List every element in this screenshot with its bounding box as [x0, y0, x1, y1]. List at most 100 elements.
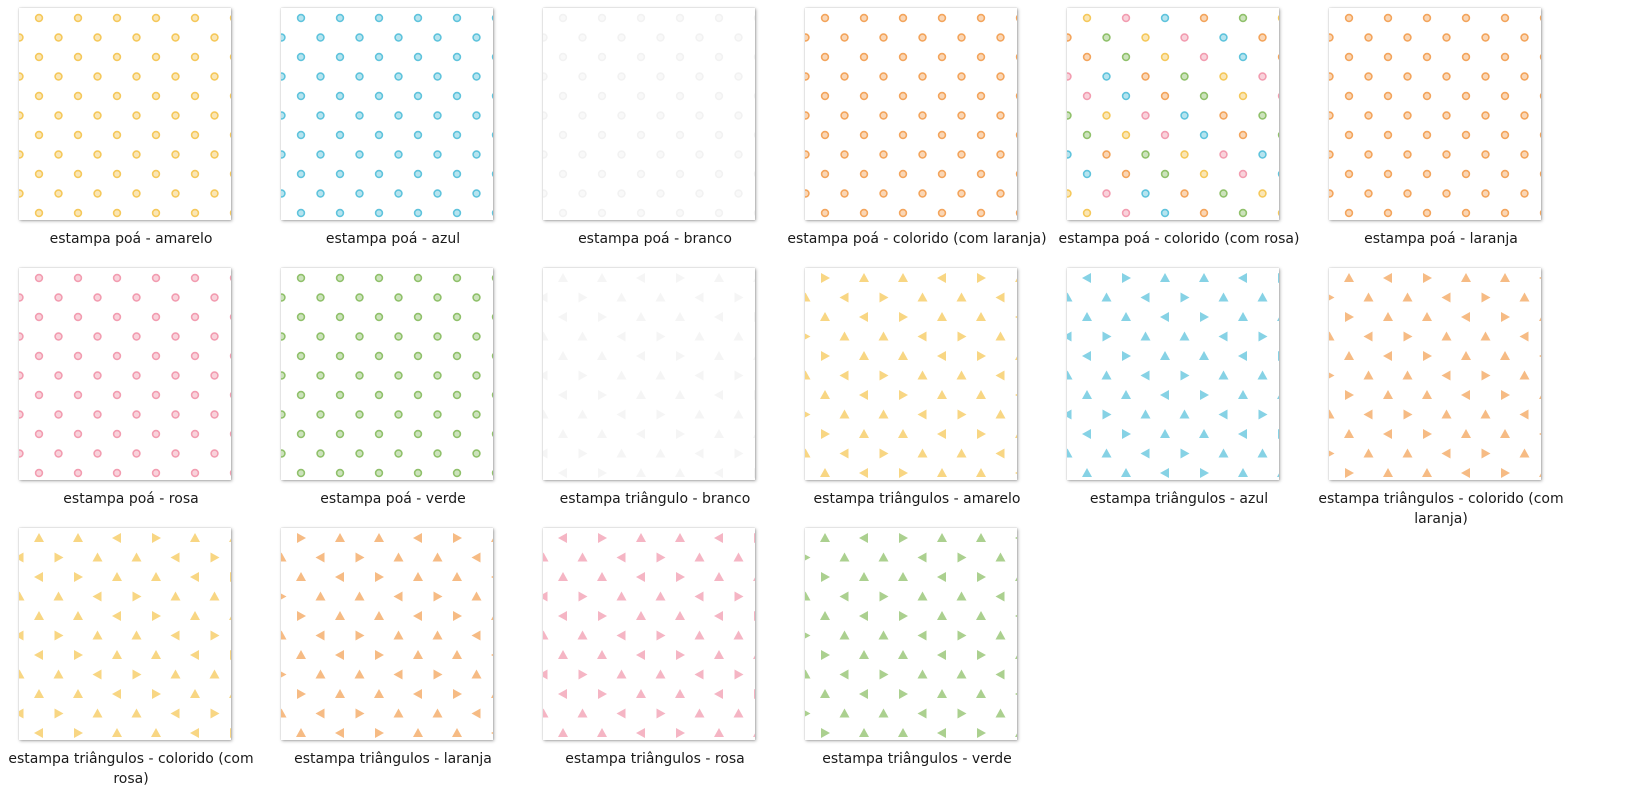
dot-fill — [434, 151, 441, 158]
file-thumbnail[interactable] — [805, 528, 1017, 740]
triangle-mark — [1480, 409, 1491, 419]
file-thumbnail[interactable] — [543, 8, 755, 220]
file-thumbnail[interactable] — [543, 528, 755, 740]
triangle-mark — [1278, 429, 1279, 439]
dot-fill — [473, 34, 480, 41]
triangle-mark — [131, 630, 142, 640]
triangle-mark — [1345, 468, 1354, 478]
triangle-mark — [754, 689, 755, 699]
dot-fill — [861, 171, 867, 177]
triangle-mark — [471, 669, 482, 679]
file-thumbnail[interactable] — [1067, 8, 1279, 220]
triangle-mark — [734, 292, 744, 303]
triangle-mark — [1160, 351, 1170, 360]
triangle-mark — [73, 689, 83, 698]
dot-mark — [210, 449, 219, 458]
triangle-mark — [433, 669, 443, 680]
dot-fill — [1385, 54, 1391, 60]
file-thumbnail[interactable] — [1067, 268, 1279, 480]
dot-mark — [210, 72, 219, 81]
file-thumbnail[interactable] — [805, 268, 1017, 480]
dot-mark — [34, 130, 44, 140]
dot-fill — [1201, 210, 1207, 216]
dot-fill — [55, 112, 62, 119]
dot-mark — [957, 150, 966, 159]
dot-mark — [1219, 150, 1228, 159]
dot-mark — [281, 371, 286, 380]
dot-fill — [880, 73, 887, 80]
triangle-mark — [1160, 312, 1169, 322]
triangle-mark — [1344, 351, 1354, 360]
file-thumbnail[interactable] — [19, 8, 231, 220]
triangle-mark — [1481, 370, 1491, 381]
triangle-mark — [733, 409, 744, 419]
dot-fill — [735, 151, 742, 158]
dot-fill — [841, 112, 848, 119]
file-thumbnail[interactable] — [281, 8, 493, 220]
triangle-mark — [112, 611, 121, 621]
dot-mark — [879, 150, 888, 159]
file-thumbnail[interactable] — [805, 8, 1017, 220]
file-thumbnail[interactable] — [1329, 8, 1541, 220]
dot-fill — [192, 171, 198, 177]
triangle-mark — [491, 731, 493, 735]
file-thumbnail[interactable] — [543, 268, 755, 480]
dot-mark — [898, 208, 908, 218]
dot-fill — [841, 151, 848, 158]
dot-fill — [1201, 171, 1207, 177]
dot-fill — [114, 353, 120, 359]
dot-mark — [1344, 52, 1354, 62]
triangle-mark — [281, 671, 287, 678]
triangle-mark — [694, 630, 705, 640]
dot-mark — [452, 390, 462, 400]
file-thumbnail[interactable] — [19, 268, 231, 480]
dot-mark — [898, 52, 908, 62]
dot-fill — [1521, 151, 1528, 158]
triangle-mark — [577, 630, 588, 640]
file-thumbnail[interactable] — [281, 268, 493, 480]
dot-mark — [281, 150, 286, 159]
dot-fill — [298, 171, 304, 177]
dot-fill — [1123, 15, 1129, 21]
dot-mark — [433, 72, 442, 81]
dot-fill — [1181, 34, 1188, 41]
triangle-mark — [1441, 409, 1452, 419]
triangle-mark — [821, 273, 830, 283]
dot-fill — [55, 190, 62, 197]
file-thumbnail[interactable] — [1329, 268, 1541, 480]
file-thumbnail[interactable] — [19, 528, 231, 740]
triangle-mark — [170, 669, 181, 679]
triangle-mark — [859, 390, 868, 400]
triangle-mark — [1500, 351, 1510, 360]
dot-fill — [618, 73, 625, 80]
dot-fill — [55, 294, 62, 301]
dot-mark — [335, 312, 345, 322]
triangle-mark — [543, 331, 549, 341]
dot-fill — [696, 73, 703, 80]
triangle-mark — [1015, 733, 1017, 737]
triangle-mark — [1140, 331, 1151, 341]
dot-mark — [898, 130, 908, 140]
pattern-preview — [281, 273, 493, 478]
file-thumbnail[interactable] — [281, 528, 493, 740]
triangle-mark — [859, 572, 869, 581]
dot-fill — [978, 210, 984, 216]
dot-mark — [1442, 150, 1451, 159]
triangle-mark — [917, 552, 927, 563]
dot-mark — [1481, 189, 1490, 198]
triangle-mark — [899, 611, 908, 621]
dot-fill — [19, 151, 23, 158]
dot-mark — [210, 33, 219, 42]
dot-fill — [376, 210, 382, 216]
triangle-mark — [558, 689, 567, 699]
pattern-preview — [281, 13, 493, 218]
triangle-mark — [1067, 331, 1072, 342]
dot-mark — [132, 111, 141, 120]
triangle-mark — [558, 390, 567, 400]
triangle-mark — [315, 591, 326, 601]
dot-fill — [677, 15, 683, 21]
dot-fill — [415, 54, 421, 60]
dot-fill — [75, 93, 81, 99]
dot-fill — [94, 411, 101, 418]
triangle-mark — [1519, 409, 1529, 420]
